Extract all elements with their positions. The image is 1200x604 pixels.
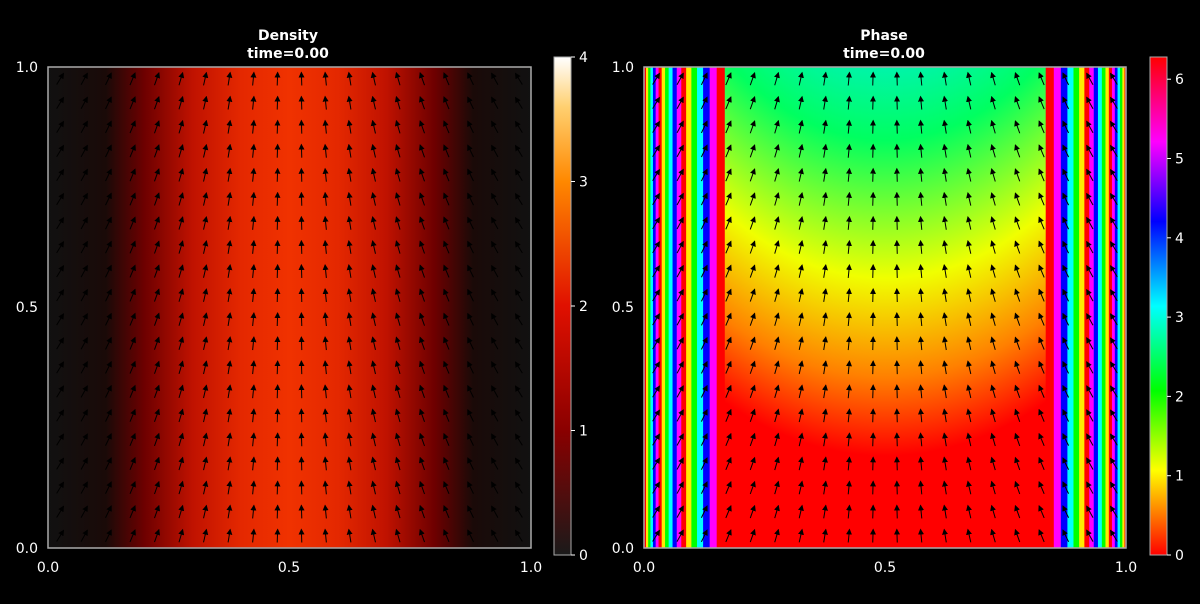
phase-stripe (1105, 67, 1109, 548)
phase-x-axis: 0.0 0.5 1.0 (633, 560, 1137, 576)
phase-stripe (1108, 67, 1112, 548)
phase-stripe (1101, 67, 1105, 548)
phase-x-tick: 1.0 (1115, 560, 1137, 576)
phase-y-tick: 0.5 (612, 300, 634, 316)
density-colorbar-ticks: 0 1 2 3 4 (571, 50, 588, 564)
phase-heatmap (625, 0, 1145, 560)
phase-stripe (1084, 67, 1089, 548)
colorbar-tick-label: 3 (579, 175, 588, 191)
phase-y-tick: 1.0 (612, 60, 634, 76)
colorbar-tick-label: 1 (579, 424, 588, 440)
density-y-axis: 0.0 0.5 1.0 (16, 60, 38, 557)
phase-stripe (1079, 67, 1085, 548)
density-colorbar: 0 1 2 3 4 (554, 50, 588, 564)
density-x-tick: 0.5 (278, 560, 300, 576)
density-x-tick: 0.0 (37, 560, 59, 576)
density-panel: Density time=0.00 0.0 0.5 1.0 0.0 0.5 1.… (16, 28, 588, 576)
phase-stripe (1060, 67, 1067, 548)
phase-stripe (686, 67, 692, 548)
phase-stripe (673, 67, 678, 548)
phase-colorbar-ticks: 0 1 2 3 4 5 6 (1167, 72, 1184, 564)
density-x-axis: 0.0 0.5 1.0 (37, 560, 542, 576)
phase-stripe (669, 67, 673, 548)
phase-title: Phase (860, 28, 908, 44)
phase-stripe (691, 67, 697, 548)
density-subtitle: time=0.00 (247, 46, 329, 62)
colorbar-tick-label: 2 (579, 299, 588, 315)
density-y-tick: 0.5 (16, 300, 38, 316)
phase-stripe (710, 67, 718, 548)
phase-stripe (703, 67, 710, 548)
colorbar-tick-label: 2 (1175, 389, 1184, 405)
colorbar-tick-label: 0 (579, 548, 588, 564)
density-y-tick: 0.0 (16, 541, 38, 557)
phase-stripe (1093, 67, 1098, 548)
phase-stripe (1046, 67, 1054, 548)
phase-stripe (1067, 67, 1074, 548)
phase-stripe (1073, 67, 1079, 548)
phase-y-tick: 0.0 (612, 541, 634, 557)
phase-x-tick: 0.0 (633, 560, 655, 576)
density-heatmap (48, 67, 531, 548)
phase-stripe (677, 67, 682, 548)
phase-stripe (1089, 67, 1094, 548)
phase-colorbar: 0 1 2 3 4 5 6 (1150, 57, 1184, 564)
phase-stripe (697, 67, 704, 548)
density-title: Density (258, 28, 318, 44)
phase-stripe (659, 67, 663, 548)
phase-x-tick: 0.5 (874, 560, 896, 576)
phase-subtitle: time=0.00 (843, 46, 925, 62)
colorbar-tick-label: 4 (1175, 231, 1184, 247)
phase-y-axis: 0.0 0.5 1.0 (612, 60, 634, 557)
colorbar-tick-label: 0 (1175, 548, 1184, 564)
colorbar-tick-label: 4 (579, 50, 588, 66)
phase-panel: Phase time=0.00 0.0 0.5 1.0 0.0 0.5 1.0 … (612, 0, 1184, 576)
phase-stripe (717, 67, 725, 548)
colorbar-tick-label: 1 (1175, 469, 1184, 485)
colorbar-tick-label: 3 (1175, 310, 1184, 326)
phase-stripe (1097, 67, 1101, 548)
phase-stripe (1111, 67, 1114, 548)
colorbar-tick-label: 6 (1175, 72, 1184, 88)
phase-stripe (1053, 67, 1061, 548)
phase-stripe (681, 67, 686, 548)
density-colorbar-gradient (554, 57, 571, 555)
phase-stripe (665, 67, 669, 548)
density-y-tick: 1.0 (16, 60, 38, 76)
phase-colorbar-gradient (1150, 57, 1167, 555)
phase-stripe (662, 67, 666, 548)
colorbar-tick-label: 5 (1175, 152, 1184, 168)
density-x-tick: 1.0 (520, 560, 542, 576)
phase-stripe (656, 67, 659, 548)
